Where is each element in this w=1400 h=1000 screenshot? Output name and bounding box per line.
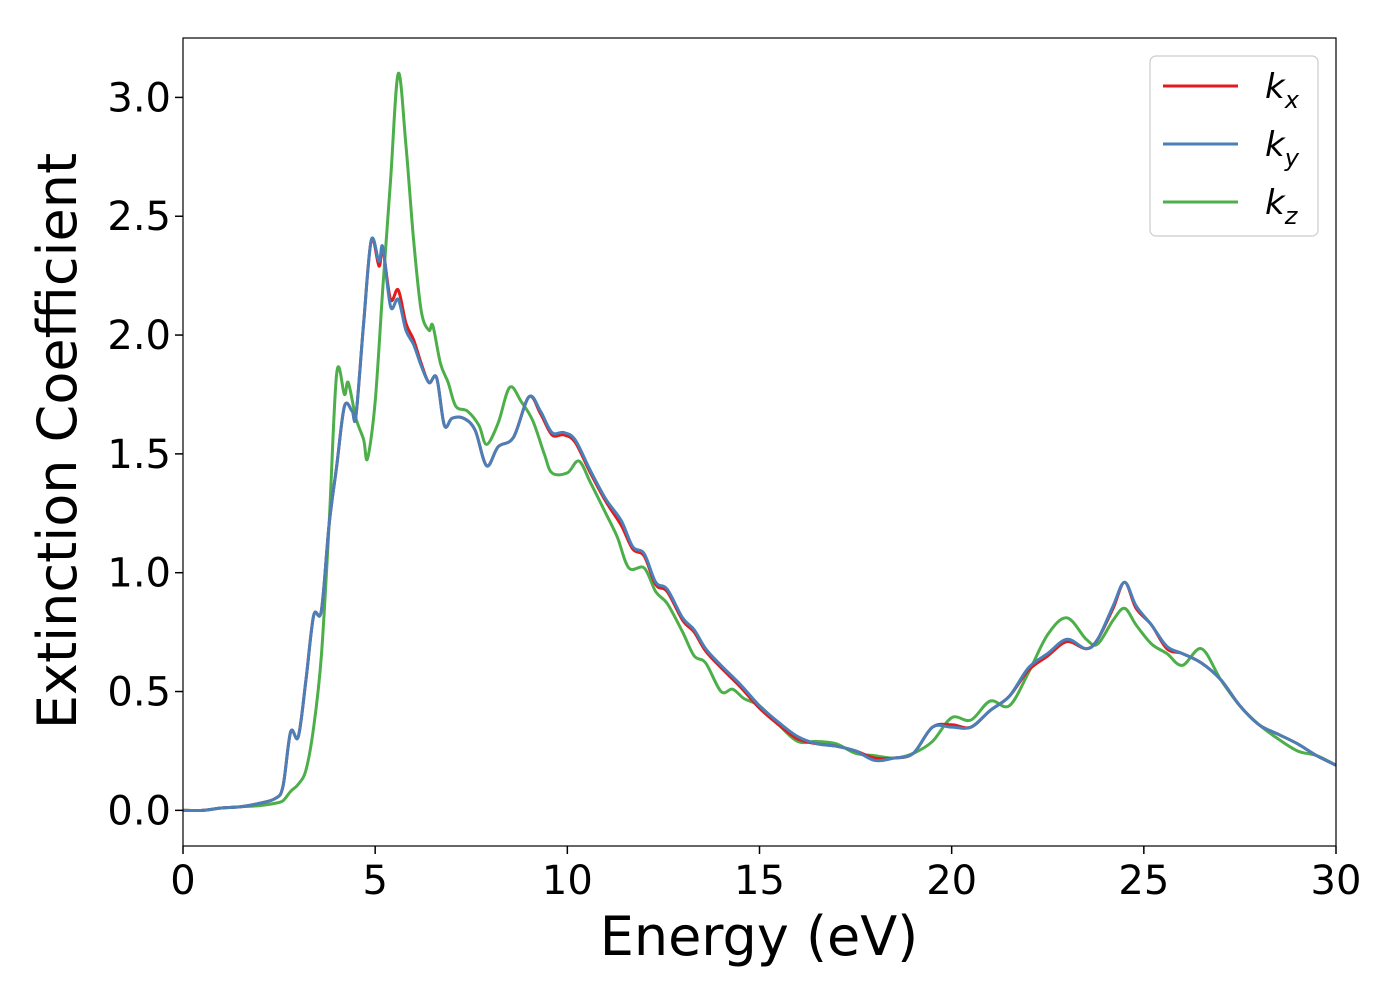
legend-label-x: kx [1265,67,1300,114]
y-tick-label: 2.5 [107,194,171,240]
axes-layer: 0 5 10 15 20 25 30 0.0 0.5 1.0 1.5 2.0 2.5 3.0 [107,37,1362,904]
x-tick-label: 0 [170,858,195,904]
x-axis-label: Energy (eV) [600,905,919,968]
x-tick-label: 5 [362,858,387,904]
series-layer [183,71,1336,813]
y-tick-label: 1.5 [107,432,171,478]
legend-label-y: ky [1265,125,1300,172]
x-tick-label: 30 [1311,858,1362,904]
y-tick-label: 0.0 [107,788,171,834]
x-tick-label: 20 [926,858,977,904]
series-line-y [183,236,1336,813]
y-tick-label: 1.0 [107,551,171,597]
y-axis-label: Extinction Coefficient [26,153,89,729]
y-tick-label: 0.5 [107,670,171,716]
legend: kx ky kz [1149,55,1319,237]
x-tick-label: 15 [734,858,785,904]
x-tick-label: 25 [1118,858,1169,904]
y-tick-label: 2.0 [107,313,171,359]
legend-box [1149,55,1319,237]
series-line-z [183,71,1336,813]
y-tick-label: 3.0 [107,75,171,121]
legend-label-z: kz [1265,183,1299,230]
x-tick-label: 10 [542,858,593,904]
